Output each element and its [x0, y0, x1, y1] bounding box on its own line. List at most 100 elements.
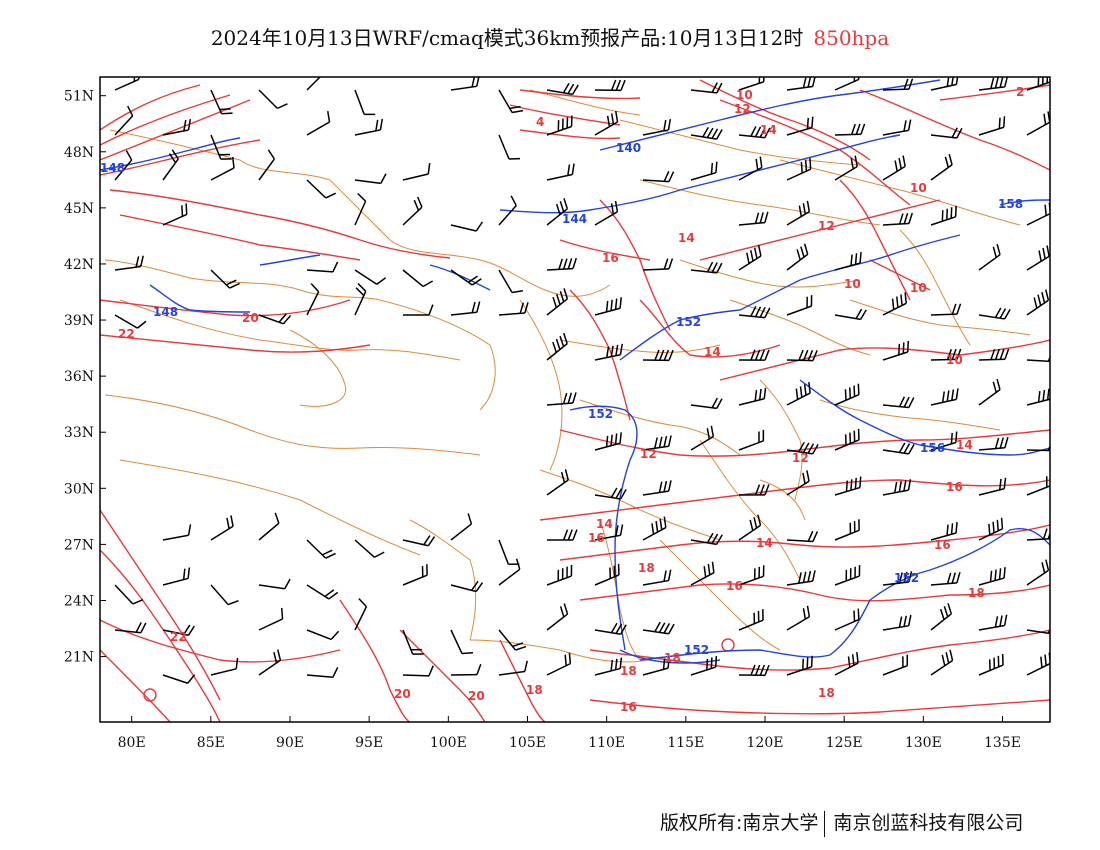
svg-text:14: 14 [596, 517, 613, 531]
wind-barb [738, 77, 765, 91]
copyright-notice: 版权所有:南京大学 南京创蓝科技有限公司 [660, 808, 1023, 837]
wind-barb [210, 156, 235, 181]
wind-barb [258, 649, 282, 676]
wind-barb [882, 340, 910, 361]
wind-barb [978, 307, 1011, 320]
svg-text:156: 156 [920, 441, 945, 455]
wind-barb [546, 115, 573, 136]
wind-barb [546, 603, 569, 631]
svg-text:22: 22 [170, 630, 187, 644]
wind-barb [546, 163, 575, 181]
lat-tick-label: 24N [64, 593, 94, 609]
wind-barb [786, 77, 816, 91]
wind-barb [546, 392, 577, 406]
wind-barb [642, 258, 674, 271]
lon-tick-label: 135E [984, 735, 1021, 751]
svg-text:152: 152 [684, 643, 709, 657]
lat-tick-label: 48N [64, 145, 94, 161]
svg-text:152: 152 [588, 407, 613, 421]
svg-text:158: 158 [998, 197, 1023, 211]
wind-barb [594, 432, 622, 451]
wind-barb [738, 156, 763, 181]
wind-barb [114, 77, 140, 91]
wind-barb [354, 539, 385, 558]
wind-barb [546, 257, 578, 271]
wind-barb [354, 89, 376, 116]
wind-barb [594, 79, 626, 92]
wind-barb [642, 118, 672, 136]
wind-barb [834, 608, 860, 631]
wind-barb [642, 171, 675, 183]
wind-barb [354, 282, 367, 316]
wind-barb [162, 524, 192, 541]
wind-barb [1026, 628, 1050, 635]
wind-barb [450, 663, 482, 676]
wind-barb [978, 477, 1007, 496]
lon-tick-label: 115E [667, 735, 704, 751]
wind-barb [1026, 202, 1050, 226]
wind-barb [690, 397, 723, 410]
svg-text:20: 20 [394, 687, 411, 701]
wind-barb [162, 567, 191, 586]
wind-barb [834, 476, 862, 496]
wind-barb [210, 584, 239, 606]
wind-barb [354, 173, 387, 185]
wind-barb [162, 674, 196, 684]
wind-barb [114, 584, 144, 605]
lat-tick-label: 45N [64, 201, 94, 217]
copyright-right: 南京创蓝科技有限公司 [833, 812, 1024, 834]
wind-barb [786, 655, 813, 676]
lon-tick-label: 80E [118, 735, 146, 751]
wind-barb [498, 134, 521, 160]
svg-text:14: 14 [678, 231, 695, 245]
wind-barb [690, 656, 718, 676]
lon-tick-label: 95E [355, 735, 383, 751]
wind-barb [258, 607, 284, 631]
wind-barb [786, 530, 819, 543]
wind-barb [930, 521, 958, 541]
wind-barb [642, 657, 670, 676]
wind-barb [738, 484, 770, 496]
wind-barbs [114, 77, 1050, 684]
svg-text:16: 16 [726, 579, 743, 593]
wind-barb [882, 292, 907, 316]
wind-barb [498, 195, 517, 226]
wind-barb [930, 205, 957, 226]
wind-barb [930, 603, 953, 631]
wind-barb [258, 149, 275, 181]
wind-barb [642, 569, 672, 586]
wind-barb [930, 303, 962, 316]
wind-barb [1026, 355, 1050, 363]
wind-barb [306, 584, 339, 600]
wind-barb [642, 480, 672, 496]
wind-barb [450, 629, 474, 655]
wind-barb [642, 435, 672, 451]
wind-barb [930, 388, 959, 406]
wind-barb [882, 155, 906, 181]
wind-barb [594, 343, 623, 361]
svg-text:16: 16 [946, 480, 963, 494]
title-level: 850hpa [813, 26, 890, 50]
lat-tick-label: 30N [64, 481, 94, 497]
svg-text:18: 18 [620, 664, 637, 678]
svg-text:10: 10 [910, 281, 927, 295]
wind-barb [882, 571, 913, 586]
wind-barb [162, 203, 188, 226]
wind-barb [738, 245, 762, 271]
wind-barb [306, 283, 320, 316]
wind-barb [1026, 528, 1050, 541]
wind-barb [162, 149, 179, 181]
wind-barb [306, 667, 339, 679]
wind-barb [594, 563, 620, 586]
wind-barb [306, 179, 337, 199]
wind-barb [450, 301, 481, 316]
wind-barb [738, 387, 767, 406]
wind-barb [882, 614, 912, 631]
svg-text:18: 18 [664, 651, 681, 665]
wind-barb [834, 383, 860, 406]
wind-barb [882, 119, 912, 136]
wind-barb [1026, 111, 1050, 136]
temperature-labels: 10 12 14 4 14 16 12 10 10 10 14 12 12 10… [118, 85, 1024, 714]
svg-text:152: 152 [676, 315, 701, 329]
wind-barb [786, 295, 813, 316]
